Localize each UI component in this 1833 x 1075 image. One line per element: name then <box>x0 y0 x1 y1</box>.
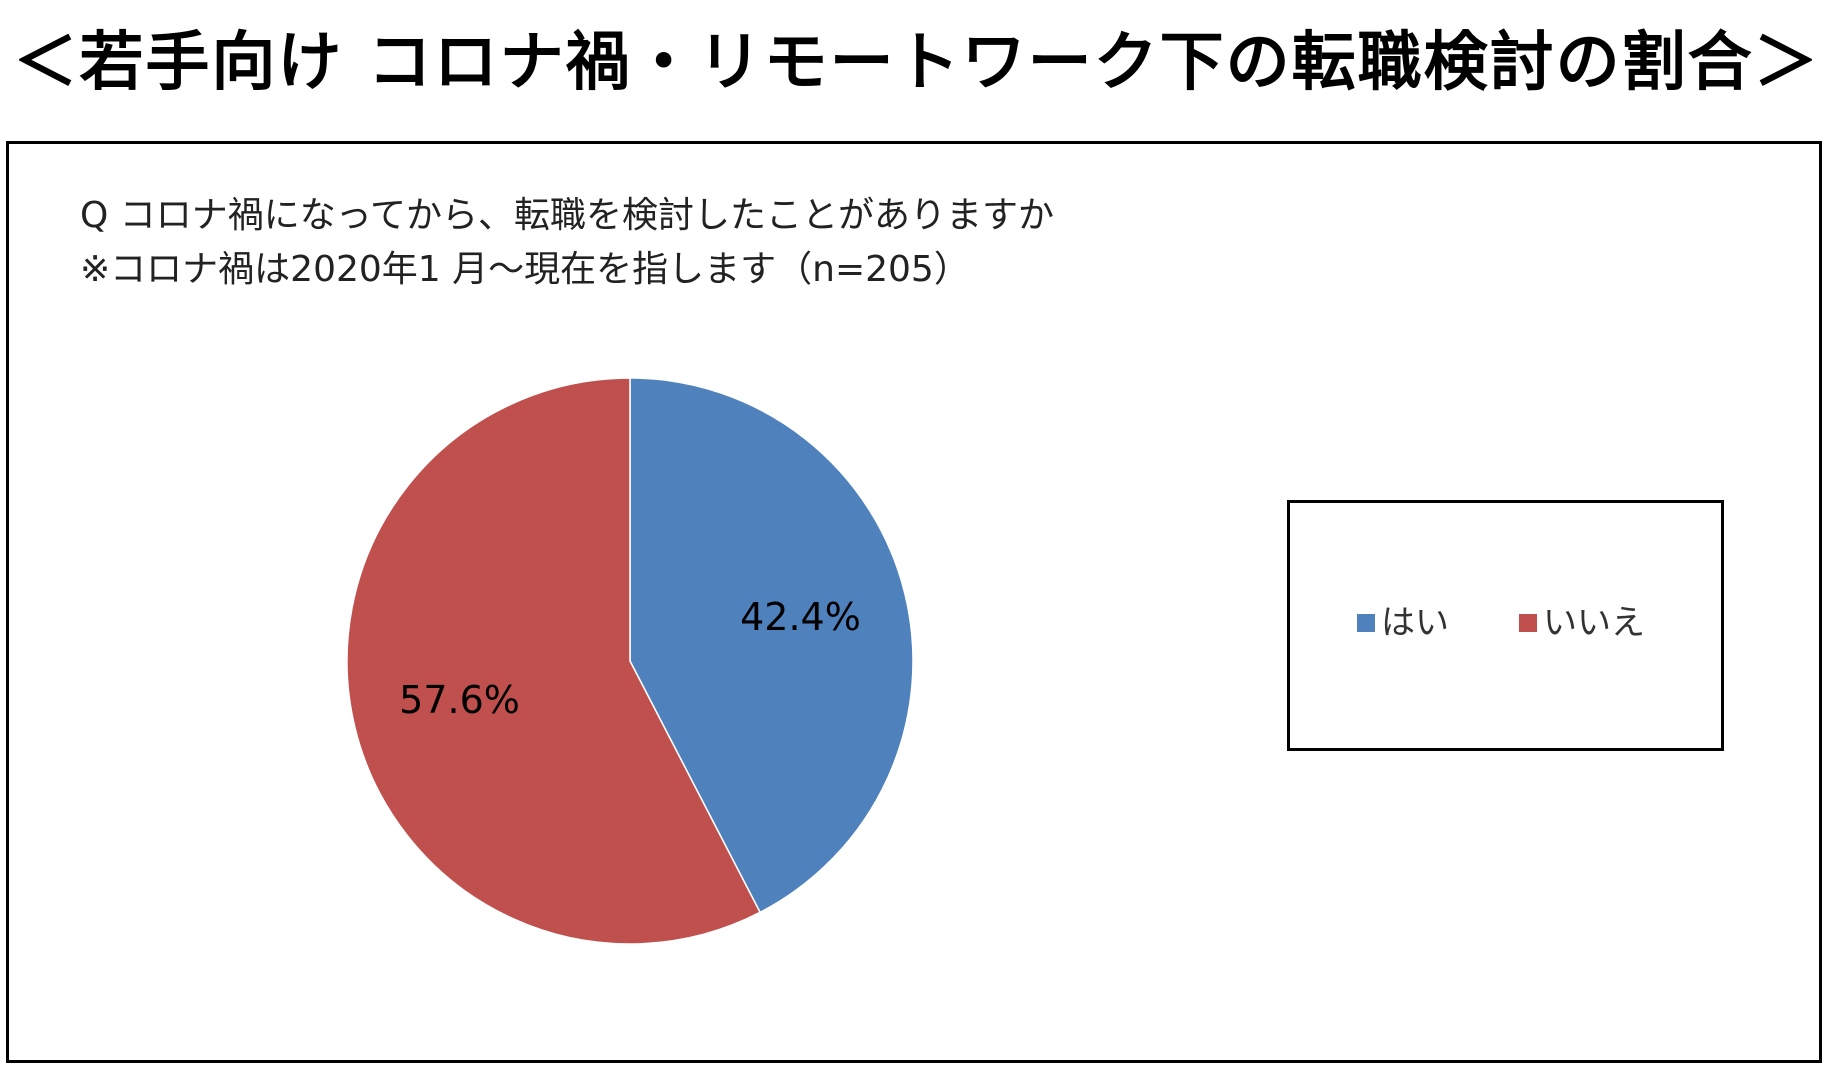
legend-swatch-no <box>1519 614 1537 632</box>
chart-question: Q コロナ禍になってから、転職を検討したことがありますか ※コロナ禍は2020年… <box>80 189 1054 297</box>
legend: はい いいえ <box>1287 500 1724 751</box>
question-line-2: ※コロナ禍は2020年1 月～現在を指します（n=205） <box>80 249 970 290</box>
data-label-no: 57.6% <box>399 678 520 722</box>
data-label-yes: 42.4% <box>740 595 861 639</box>
page-title: ＜若手向け コロナ禍・リモートワーク下の転職検討の割合＞ <box>13 26 1820 100</box>
legend-item-no: いいえ <box>1519 603 1645 643</box>
pie-slice-yes <box>629 377 914 914</box>
question-line-1: Q コロナ禍になってから、転職を検討したことがありますか <box>80 195 1054 236</box>
legend-swatch-yes <box>1357 614 1375 632</box>
legend-items: はい いいえ <box>1357 603 1645 643</box>
legend-item-yes: はい <box>1357 603 1449 643</box>
legend-label-no: いいえ <box>1543 603 1645 643</box>
legend-label-yes: はい <box>1381 603 1449 643</box>
pie-slice-no <box>346 377 762 945</box>
